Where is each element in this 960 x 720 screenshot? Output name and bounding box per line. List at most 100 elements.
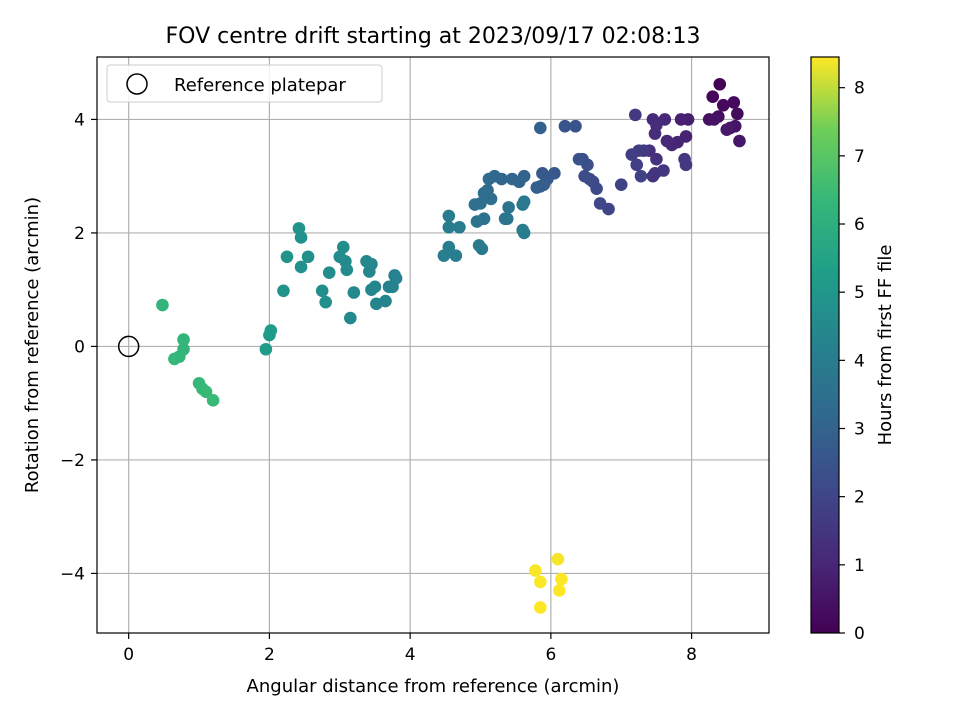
data-point — [727, 96, 741, 109]
data-point — [336, 240, 350, 254]
colorbar: 0 1 2 3 4 5 6 7 8 Hours from first FF file — [810, 56, 896, 644]
data-point — [315, 284, 329, 298]
colorbar-tick-label: 6 — [854, 215, 865, 235]
colorbar-tick-label: 2 — [854, 488, 865, 508]
data-point — [731, 107, 744, 121]
y-tick-label: 0 — [74, 337, 85, 357]
data-point — [199, 385, 213, 399]
data-point — [716, 98, 730, 112]
data-point — [637, 144, 651, 157]
data-point — [437, 249, 451, 262]
data-point — [630, 158, 644, 172]
x-tick-label: 2 — [264, 645, 275, 665]
data-point — [277, 284, 290, 298]
x-tick-label: 6 — [545, 645, 556, 665]
data-point — [168, 352, 181, 366]
plot-frame — [96, 56, 770, 634]
data-point — [470, 215, 484, 228]
colorbar-tick-label: 0 — [854, 624, 865, 644]
colorbar-tick-label: 7 — [854, 147, 865, 167]
data-point — [553, 584, 566, 597]
data-point — [534, 575, 547, 589]
data-point — [502, 201, 515, 214]
data-point — [569, 119, 582, 133]
data-point — [660, 134, 674, 148]
data-point — [578, 169, 591, 183]
legend-label: Reference platepar — [174, 75, 346, 96]
colorbar-tick-label: 4 — [854, 351, 865, 371]
data-point — [500, 212, 514, 226]
data-point — [720, 123, 734, 136]
data-point — [555, 572, 568, 586]
data-point — [333, 250, 347, 264]
colorbar-tick-label: 3 — [854, 420, 865, 440]
y-tick-label: 2 — [74, 224, 85, 244]
data-point — [449, 249, 463, 262]
data-point — [472, 239, 486, 252]
data-point — [648, 127, 662, 140]
y-axis-ticks: −4 −2 0 2 4 — [60, 110, 97, 584]
data-point — [263, 328, 276, 342]
data-point — [365, 283, 378, 296]
data-point — [650, 152, 663, 166]
data-point — [453, 220, 466, 234]
data-point — [442, 220, 456, 234]
data-point — [629, 108, 642, 122]
data-point — [706, 90, 720, 104]
data-point — [292, 222, 306, 235]
data-point — [657, 164, 670, 177]
data-point — [370, 297, 383, 311]
data-point — [442, 209, 456, 223]
data-point — [625, 148, 639, 161]
colorbar-ticks: 0 1 2 3 4 5 6 7 8 — [839, 79, 865, 644]
x-tick-label: 8 — [686, 645, 697, 665]
x-axis-ticks: 0 2 4 6 8 — [123, 633, 697, 665]
y-tick-label: 4 — [74, 110, 85, 130]
data-point — [360, 254, 373, 268]
data-point — [614, 178, 628, 191]
reference-marker — [117, 335, 140, 358]
data-point — [322, 266, 336, 279]
colorbar-tick-label: 8 — [854, 79, 865, 99]
data-point — [468, 198, 482, 211]
data-point — [347, 286, 361, 299]
y-axis-label: Rotation from reference (arcmin) — [22, 197, 43, 493]
data-point — [505, 172, 519, 186]
legend-marker-open-circle — [126, 73, 148, 95]
data-point — [534, 121, 547, 135]
x-tick-label: 0 — [123, 645, 134, 665]
chart-title: FOV centre drift starting at 2023/09/17 … — [166, 24, 701, 49]
data-point — [517, 195, 531, 209]
data-point — [301, 250, 315, 264]
data-point — [344, 311, 357, 325]
data-point — [551, 552, 565, 566]
data-point — [707, 113, 721, 126]
colorbar-tick-label: 5 — [854, 283, 865, 303]
x-tick-label: 4 — [405, 645, 416, 665]
colorbar-gradient — [810, 56, 840, 634]
y-tick-label: −2 — [60, 451, 85, 471]
data-points — [156, 77, 746, 614]
data-point — [530, 181, 544, 194]
data-point — [634, 169, 648, 183]
data-point — [558, 119, 572, 133]
data-point — [482, 172, 496, 186]
data-point — [484, 192, 498, 206]
data-point — [382, 280, 396, 294]
legend: Reference platepar — [106, 64, 383, 103]
data-point — [206, 394, 220, 407]
data-point — [733, 134, 746, 148]
y-tick-label: −4 — [60, 564, 85, 584]
data-point — [177, 333, 190, 346]
data-point — [517, 226, 531, 240]
colorbar-tick-label: 1 — [854, 556, 865, 576]
data-point — [280, 250, 294, 264]
x-axis-label: Angular distance from reference (arcmin) — [247, 676, 620, 697]
data-point — [259, 342, 273, 356]
data-point — [534, 601, 547, 614]
data-point — [294, 260, 308, 274]
data-point — [674, 113, 688, 126]
colorbar-label: Hours from first FF file — [875, 245, 896, 446]
data-point — [572, 152, 586, 166]
